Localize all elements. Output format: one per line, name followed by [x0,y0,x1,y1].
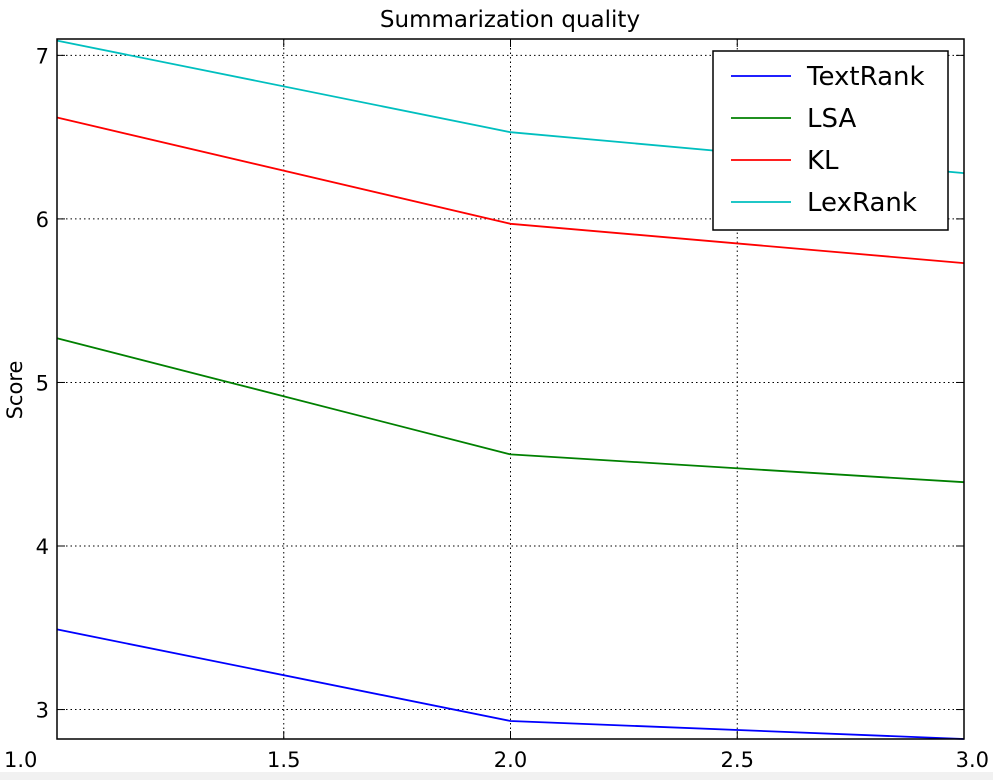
y-tick-label: 5 [36,371,49,395]
legend-box [712,50,949,231]
series-line-textrank [56,628,965,740]
y-tick-label: 7 [36,44,49,68]
chart-title: Summarization quality [380,7,640,33]
series-line-lsa [56,337,965,484]
legend-label-lexrank: LexRank [807,188,917,218]
tick-layer: 1.0 1.5 2.0 2.5 3.0 3 4 5 6 7 [4,39,989,772]
legend-label-lsa: LSA [807,104,856,134]
window-bottom-strip [0,772,993,780]
y-tick-label: 4 [36,535,49,559]
x-tick-label: 1.0 [4,748,37,772]
legend: TextRank LSA KL LexRank [712,50,949,231]
y-tick-label: 3 [36,699,49,723]
x-tick-label: 2.0 [494,748,527,772]
y-tick-label: 6 [36,208,49,232]
y-axis-label: Score [3,361,27,420]
x-tick-label: 3.0 [956,748,989,772]
x-tick-label: 2.5 [721,748,754,772]
x-tick-label: 1.5 [267,748,300,772]
legend-label-kl: KL [807,146,839,176]
series-line-kl [56,116,965,264]
legend-label-textrank: TextRank [806,62,925,92]
